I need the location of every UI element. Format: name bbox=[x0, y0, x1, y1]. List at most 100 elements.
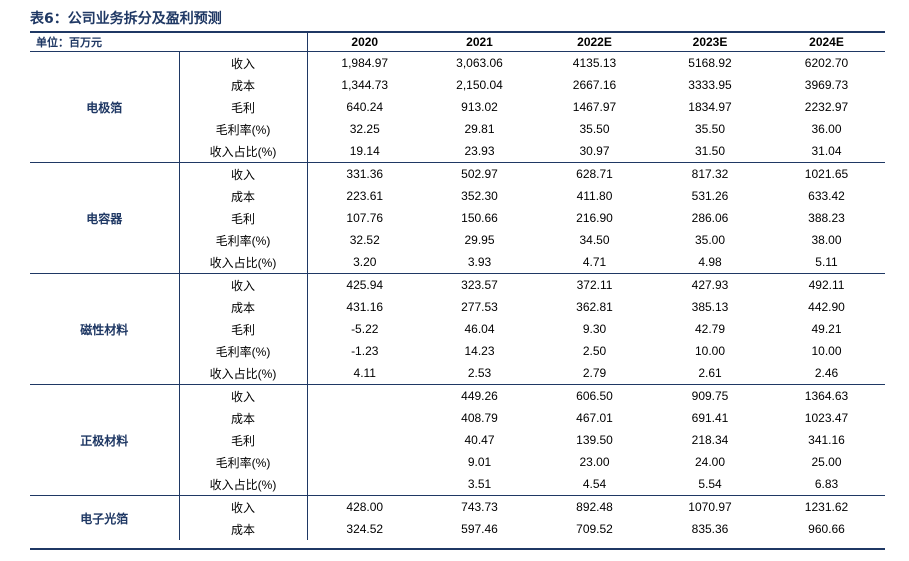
value-cell: 35.00 bbox=[694, 233, 726, 247]
value-cell: 23.93 bbox=[422, 140, 537, 163]
segment-name: 电子光箔 bbox=[30, 495, 180, 540]
value-cell: 30.97 bbox=[537, 140, 652, 163]
value-cell: 9.01 bbox=[467, 455, 492, 469]
value-cell: 42.79 bbox=[694, 322, 726, 336]
value-cell: 277.53 bbox=[461, 300, 498, 314]
value-cell: 913.02 bbox=[461, 100, 498, 114]
metric-label: 毛利 bbox=[179, 96, 308, 118]
unit-label: 单位：百万元 bbox=[30, 33, 308, 52]
value-cell: 427.93 bbox=[691, 278, 729, 292]
metric-label: 毛利 bbox=[179, 207, 308, 229]
value-cell: 2232.97 bbox=[804, 100, 849, 114]
value-cell: 19.14 bbox=[307, 140, 422, 163]
value-cell: 5.54 bbox=[652, 473, 768, 496]
table-row: 成本 1,344.73 2,150.04 2667.16 3333.95 3969.73 bbox=[30, 74, 885, 96]
metric-label: 收入 bbox=[179, 162, 308, 185]
metric-label: 成本 bbox=[179, 407, 308, 429]
metric-label: 毛利率(%) bbox=[179, 229, 308, 251]
metric-label: 收入 bbox=[179, 384, 308, 407]
table-title: 表6：公司业务拆分及盈利预测 bbox=[30, 11, 222, 27]
table-row: 电子光箔 收入 428.00 743.73 892.48 1070.97 1231.62 bbox=[30, 495, 885, 540]
financial-table: 单位：百万元 2020 2021 2022E 2023E 2024E 电极箔 收入… bbox=[30, 33, 885, 540]
value-cell: 640.24 bbox=[346, 100, 384, 114]
value-cell: 324.52 bbox=[346, 522, 384, 536]
metric-label: 毛利率(%) bbox=[179, 118, 308, 140]
value-cell: 3.51 bbox=[422, 473, 537, 496]
value-cell: 36.00 bbox=[811, 122, 842, 136]
value-cell: 709.52 bbox=[576, 522, 613, 536]
value-cell: 4.11 bbox=[307, 362, 422, 385]
value-cell: 32.25 bbox=[349, 122, 380, 136]
value-cell: 2667.16 bbox=[572, 78, 617, 92]
value-cell: 223.61 bbox=[346, 189, 384, 203]
metric-label: 收入占比(%) bbox=[179, 362, 308, 385]
value-cell: 216.90 bbox=[576, 211, 613, 225]
value-cell: 2.61 bbox=[652, 362, 768, 385]
value-cell: 34.50 bbox=[579, 233, 610, 247]
value-cell: 218.34 bbox=[691, 433, 729, 447]
year-header: 2022E bbox=[537, 33, 652, 52]
value-cell: 2.53 bbox=[422, 362, 537, 385]
value-cell: 597.46 bbox=[461, 522, 498, 536]
metric-label: 收入 bbox=[179, 495, 308, 518]
value-cell: 892.48 bbox=[576, 500, 613, 514]
value-cell: -1.23 bbox=[351, 344, 379, 358]
metric-label: 成本 bbox=[179, 518, 308, 540]
table-row: 成本 431.16 277.53 362.81 385.13 442.90 bbox=[30, 296, 885, 318]
table-row: 收入占比(%) 4.11 2.53 2.79 2.61 2.46 bbox=[30, 362, 885, 385]
value-cell: 4.71 bbox=[537, 251, 652, 274]
metric-label: 收入占比(%) bbox=[179, 140, 308, 163]
metric-label: 收入 bbox=[179, 51, 308, 74]
value-cell: 6202.70 bbox=[804, 56, 849, 70]
value-cell: 9.30 bbox=[582, 322, 607, 336]
value-cell: 3,063.06 bbox=[456, 56, 503, 70]
value-cell: 1070.97 bbox=[688, 500, 732, 514]
value-cell: 31.50 bbox=[652, 140, 768, 163]
value-cell: 1834.97 bbox=[688, 100, 732, 114]
value-cell: 1231.62 bbox=[804, 500, 849, 514]
value-cell: 1467.97 bbox=[572, 100, 617, 114]
value-cell: 29.81 bbox=[464, 122, 495, 136]
value-cell: 492.11 bbox=[808, 278, 845, 292]
top-rule bbox=[30, 31, 885, 33]
value-cell: 24.00 bbox=[694, 455, 726, 469]
value-cell bbox=[307, 429, 422, 451]
value-cell: 743.73 bbox=[461, 500, 498, 514]
table-row: 电极箔 收入 1,984.97 3,063.06 4135.13 5168.92 6202.… bbox=[30, 51, 885, 163]
table-row: 成本 223.61 352.30 411.80 531.26 633.42 bbox=[30, 185, 885, 207]
value-cell: 385.13 bbox=[691, 300, 729, 314]
value-cell: 442.90 bbox=[808, 300, 845, 314]
value-cell: 408.79 bbox=[461, 411, 498, 425]
value-cell: 449.26 bbox=[461, 389, 498, 403]
value-cell: 38.00 bbox=[811, 233, 842, 247]
table-row: 成本 408.79 467.01 691.41 1023.47 bbox=[30, 407, 885, 429]
value-cell: 2.79 bbox=[537, 362, 652, 385]
value-cell: 502.97 bbox=[461, 167, 498, 181]
table-row: 正极材料 收入 449.26 606.50 909.75 1364.63 bbox=[30, 384, 885, 496]
value-cell: 107.76 bbox=[346, 211, 384, 225]
metric-label: 毛利 bbox=[179, 318, 308, 340]
value-cell: 4135.13 bbox=[572, 56, 617, 70]
table-row: 收入占比(%) 3.20 3.93 4.71 4.98 5.11 bbox=[30, 251, 885, 274]
value-cell: 139.50 bbox=[576, 433, 613, 447]
value-cell: 10.00 bbox=[694, 344, 726, 358]
value-cell: 49.21 bbox=[811, 322, 842, 336]
value-cell: 1364.63 bbox=[804, 389, 849, 403]
segment-name: 电极箔 bbox=[30, 51, 180, 163]
metric-label: 毛利率(%) bbox=[179, 451, 308, 473]
value-cell: 628.71 bbox=[576, 167, 613, 181]
value-cell: 2.46 bbox=[768, 362, 885, 385]
value-cell: 2,150.04 bbox=[456, 78, 503, 92]
value-cell: 909.75 bbox=[691, 389, 729, 403]
value-cell: 1,344.73 bbox=[341, 78, 389, 92]
table-row: 电容器 收入 331.36 502.97 628.71 817.32 1021.65 bbox=[30, 162, 885, 274]
value-cell: 286.06 bbox=[691, 211, 729, 225]
value-cell bbox=[307, 451, 422, 473]
bottom-rule bbox=[30, 548, 885, 550]
value-cell: 2.50 bbox=[582, 344, 607, 358]
year-header: 2024E bbox=[768, 33, 885, 52]
table-body: 单位：百万元 2020 2021 2022E 2023E 2024E 电极箔 收入… bbox=[30, 33, 885, 540]
value-cell bbox=[307, 407, 422, 429]
value-cell: 323.57 bbox=[461, 278, 498, 292]
segment-name: 磁性材料 bbox=[30, 273, 180, 385]
